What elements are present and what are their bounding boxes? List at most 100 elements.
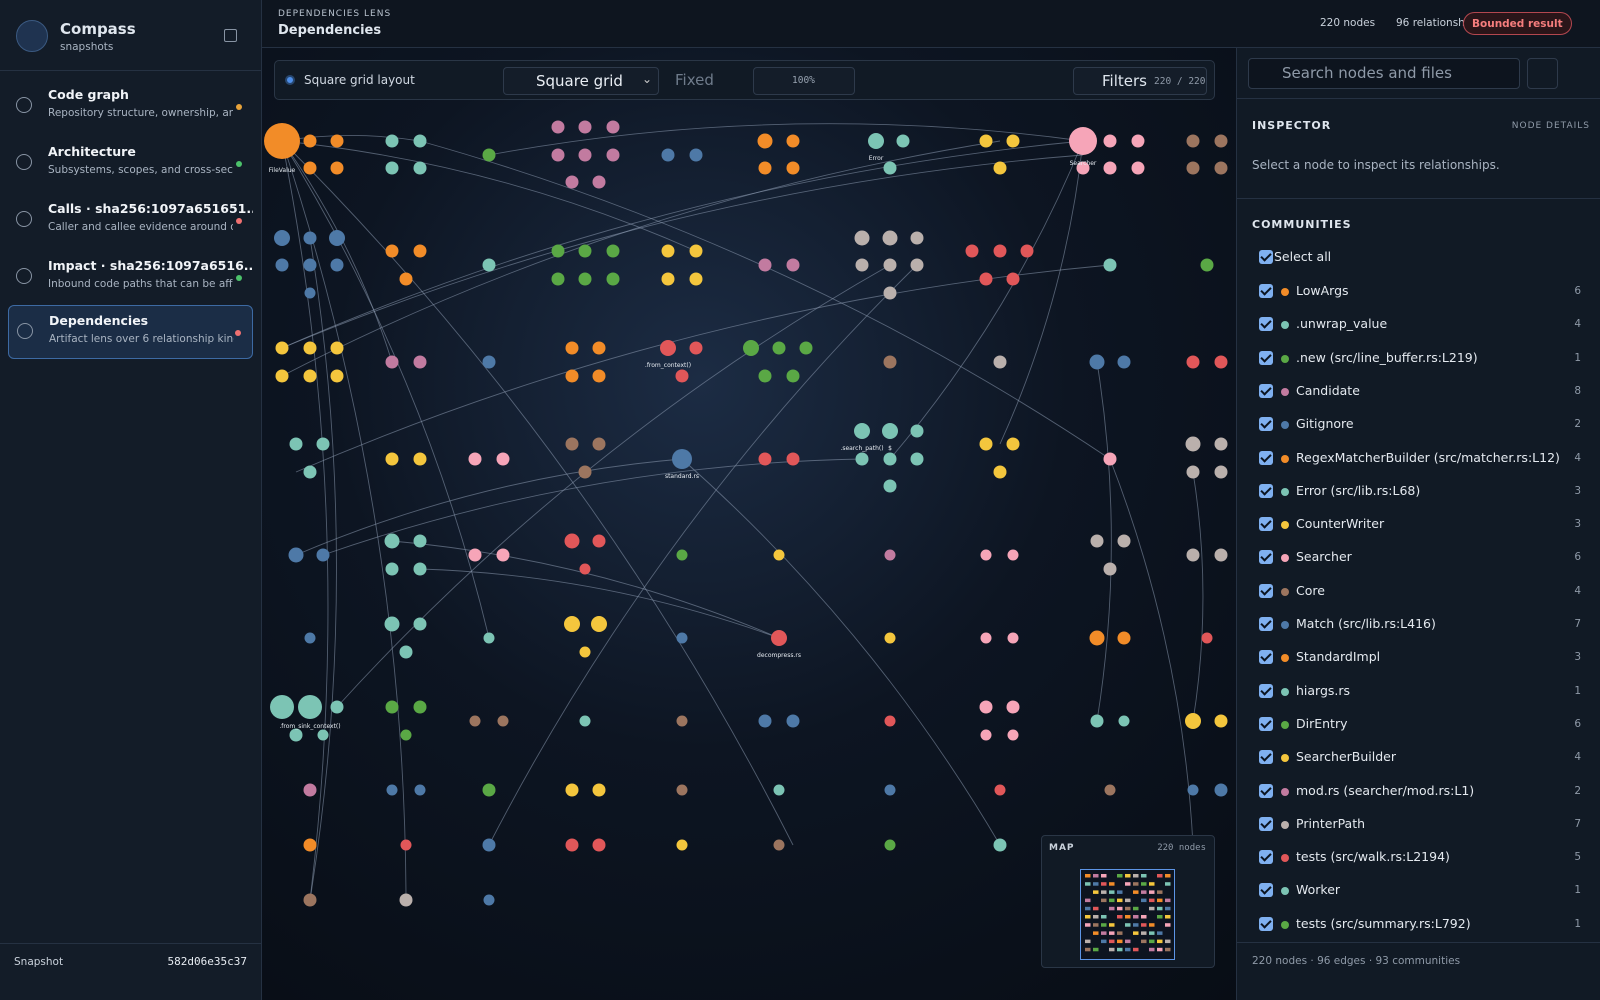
community-row[interactable]: Searcher 6 <box>1259 546 1589 570</box>
graph-node <box>1103 161 1117 175</box>
graph-node <box>661 148 675 162</box>
community-name: Searcher <box>1296 549 1352 565</box>
community-name: Match (src/lib.rs:L416) <box>1296 616 1436 631</box>
minimap-node <box>1149 931 1155 935</box>
node-label: .from_sink_context() <box>279 723 340 730</box>
community-row[interactable]: RegexMatcherBuilder (src/matcher.rs:L12)… <box>1259 447 1589 471</box>
graph-node <box>1103 562 1117 576</box>
brand-subtitle: snapshots <box>60 41 114 53</box>
graph-node <box>303 341 317 355</box>
graph-node <box>1214 134 1228 148</box>
graph-node <box>994 784 1006 796</box>
divider <box>1237 942 1600 943</box>
filters-button[interactable]: Filters 220 / 220 <box>1073 67 1207 95</box>
minimap-node <box>1157 898 1163 903</box>
minimap-node <box>1141 890 1147 894</box>
edge <box>1096 361 1112 722</box>
graph-node <box>564 533 580 549</box>
search-box[interactable]: Search nodes and files <box>1248 58 1520 89</box>
inspector-title: INSPECTOR <box>1252 119 1332 132</box>
minimap-node <box>1165 874 1171 878</box>
nav-item[interactable]: Calls · sha256:1097a651651... Caller and … <box>8 194 253 248</box>
community-count: 4 <box>1574 751 1581 764</box>
community-row[interactable]: LowArgs 6 <box>1259 280 1589 304</box>
nav-item[interactable]: Impact · sha256:1097a6516... Inbound code… <box>8 251 253 305</box>
nav-item[interactable]: Architecture Subsystems, scopes, and cros… <box>8 137 253 191</box>
layout-select[interactable]: Square grid ⌄ <box>503 67 659 95</box>
node-label: .from_context() <box>645 362 691 369</box>
minimap-node <box>1133 890 1139 894</box>
minimap-node <box>1101 882 1107 886</box>
graph-node <box>1103 452 1117 466</box>
community-row[interactable]: .unwrap_value 4 <box>1259 313 1589 337</box>
edge <box>309 237 337 901</box>
community-row[interactable]: tests (src/walk.rs:L2194) 5 <box>1259 846 1589 870</box>
community-row[interactable]: .new (src/line_buffer.rs:L219) 1 <box>1259 347 1589 371</box>
community-row[interactable]: Candidate 8 <box>1259 380 1589 404</box>
collapse-button[interactable] <box>224 29 237 42</box>
community-dot <box>1281 454 1289 463</box>
community-row[interactable]: hiargs.rs 1 <box>1259 680 1589 704</box>
edge <box>488 123 1084 156</box>
community-dot <box>1281 521 1289 530</box>
minimap-node <box>1093 906 1099 911</box>
community-row[interactable]: PrinterPath 7 <box>1259 813 1589 837</box>
graph-node <box>413 534 427 548</box>
layout-indicator <box>285 75 295 85</box>
community-name: DirEntry <box>1296 715 1348 731</box>
status-dot <box>236 161 242 167</box>
graph-node <box>1090 534 1104 548</box>
graph-node <box>910 258 924 272</box>
community-row[interactable]: Core 4 <box>1259 580 1589 604</box>
community-name: tests (src/summary.rs:L792) <box>1296 915 1471 931</box>
minimap-node <box>1109 898 1115 903</box>
checkbox <box>1259 250 1273 264</box>
community-row[interactable]: StandardImpl 3 <box>1259 646 1589 670</box>
minimap-node <box>1093 931 1099 935</box>
graph-node <box>274 230 290 246</box>
edge <box>281 140 794 846</box>
community-row[interactable]: tests (src/summary.rs:L792) 1 <box>1259 913 1589 937</box>
fixed-toggle[interactable]: Fixed <box>675 71 714 89</box>
graph-node <box>1089 630 1105 646</box>
minimap-node <box>1085 906 1091 911</box>
checkbox <box>1259 350 1273 365</box>
panel-toggle[interactable] <box>1527 58 1558 89</box>
minimap-node <box>1133 947 1139 952</box>
minimap-node <box>1125 906 1131 911</box>
status-dot <box>236 104 242 110</box>
graph-canvas[interactable]: FileValue Error Searcher .from_context() sta… <box>262 48 1236 1000</box>
minimap-node <box>1133 906 1139 911</box>
edge <box>281 140 490 639</box>
community-row[interactable]: Error (src/lib.rs:L68) 3 <box>1259 480 1589 504</box>
divider <box>1237 98 1600 99</box>
community-row[interactable]: Gitignore 2 <box>1259 413 1589 437</box>
select-all[interactable]: Select all <box>1259 246 1589 270</box>
graph-node <box>773 549 785 561</box>
graph-node <box>855 452 869 466</box>
edge <box>322 458 863 556</box>
graph-node <box>1214 783 1228 797</box>
minimap[interactable]: MAP 220 nodes <box>1041 835 1215 968</box>
community-row[interactable]: SearcherBuilder 4 <box>1259 746 1589 770</box>
zoom-controls[interactable]: 100% <box>753 67 855 95</box>
minimap-node <box>1109 923 1115 927</box>
community-row[interactable]: Match (src/lib.rs:L416) 7 <box>1259 613 1589 637</box>
community-name: LowArgs <box>1296 283 1349 298</box>
nav-item[interactable]: Dependencies Artifact lens over 6 relatio… <box>8 305 253 359</box>
community-count: 3 <box>1574 518 1581 531</box>
community-row[interactable]: mod.rs (searcher/mod.rs:L1) 2 <box>1259 780 1589 804</box>
graph-node <box>786 452 800 466</box>
graph-node <box>676 839 688 851</box>
community-row[interactable]: CounterWriter 3 <box>1259 513 1589 537</box>
community-row[interactable]: Worker 1 <box>1259 879 1589 903</box>
nav-icon <box>17 323 33 339</box>
graph-node <box>330 134 344 148</box>
nav-item[interactable]: Code graph Repository structure, ownershi… <box>8 80 253 134</box>
community-dot <box>1281 387 1289 396</box>
community-row[interactable]: DirEntry 6 <box>1259 713 1589 737</box>
graph-node <box>468 452 482 466</box>
graph-node <box>303 231 317 245</box>
graph-node <box>413 134 427 148</box>
graph-node <box>289 728 303 742</box>
